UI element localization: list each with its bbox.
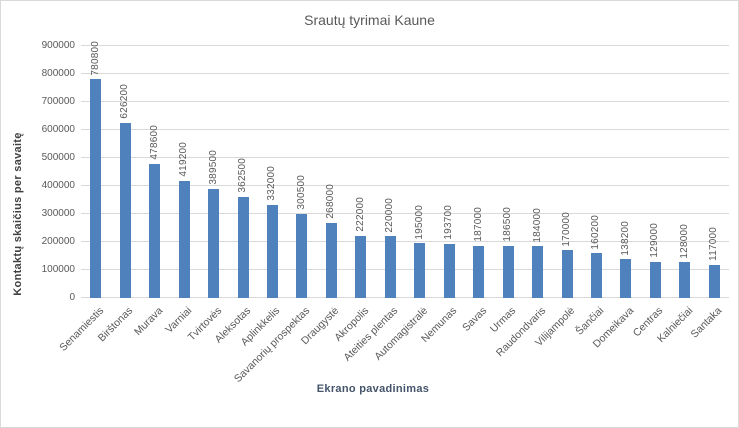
bar-value-label: 129000: [649, 223, 661, 258]
bar: [620, 259, 632, 298]
y-tick-label: 700000: [41, 96, 75, 107]
bar: [119, 122, 131, 298]
bar-value-label: 138200: [619, 220, 631, 256]
bar: [649, 261, 661, 298]
y-tick-label: 800000: [41, 68, 75, 79]
bar-value-label: 478600: [148, 125, 160, 160]
bar-value-label: 128000: [678, 223, 690, 259]
bar: [296, 213, 308, 298]
bar: [679, 262, 691, 298]
bar-value-label: 193700: [443, 205, 455, 240]
plot-area: 780800 626200 478600 419200 389500 362500 3320…: [81, 41, 729, 298]
bar-value-label: 222000: [354, 197, 366, 232]
y-tick-label: 900000: [41, 40, 75, 51]
bar: [266, 205, 278, 298]
bar: [325, 222, 337, 298]
bar: [178, 180, 190, 298]
gridline: [81, 297, 729, 298]
gridline: [81, 157, 729, 158]
bar: [208, 188, 220, 298]
bar-value-label: 780800: [89, 40, 101, 76]
gridline: [81, 129, 729, 130]
bar: [532, 246, 544, 298]
y-tick-label: 400000: [41, 180, 75, 191]
bar-value-label: 626200: [119, 84, 131, 119]
bar-value-label: 419200: [178, 142, 190, 177]
bar-value-label: 160200: [590, 214, 602, 250]
gridline: [81, 73, 729, 74]
bar: [443, 243, 455, 298]
bar: [149, 164, 161, 298]
chart-title: Srautų tyrimai Kaune: [304, 12, 435, 28]
gridline: [81, 241, 729, 242]
bar: [90, 79, 102, 298]
y-tick-label: 200000: [41, 236, 75, 247]
bar: [237, 196, 249, 298]
y-tick-label: 500000: [41, 152, 75, 163]
gridline: [81, 101, 729, 102]
bar: [355, 235, 367, 298]
bar: [590, 253, 602, 298]
bar-value-label: 389500: [207, 150, 219, 185]
bar-value-label: 362500: [237, 157, 248, 193]
bar-value-label: 332000: [266, 166, 278, 202]
gridline: [81, 213, 729, 214]
gridline: [81, 45, 729, 46]
y-tick-label: 0: [69, 292, 75, 303]
bar: [414, 243, 426, 298]
y-tick-label: 300000: [41, 208, 75, 219]
bar-value-label: 184000: [531, 207, 543, 243]
y-tick-label: 100000: [41, 264, 75, 275]
bar-value-label: 170000: [561, 211, 572, 247]
bar: [708, 265, 720, 298]
bar-value-label: 300500: [295, 175, 307, 210]
gridline: [81, 269, 729, 270]
bar-value-label: 117000: [708, 227, 720, 262]
bar: [384, 236, 396, 298]
bar-value-label: 195000: [413, 204, 425, 240]
bar: [561, 250, 573, 298]
bar-value-label: 268000: [325, 184, 337, 219]
bar: [473, 245, 485, 298]
bar-value-label: 187000: [472, 207, 484, 242]
gridline: [81, 185, 729, 186]
bar: [502, 245, 514, 298]
bar-value-label: 186500: [502, 207, 514, 242]
y-tick-label: 600000: [41, 124, 75, 135]
x-axis-title: Ekrano pavadinimas: [316, 383, 430, 395]
bar-value-label: 220000: [384, 197, 396, 233]
